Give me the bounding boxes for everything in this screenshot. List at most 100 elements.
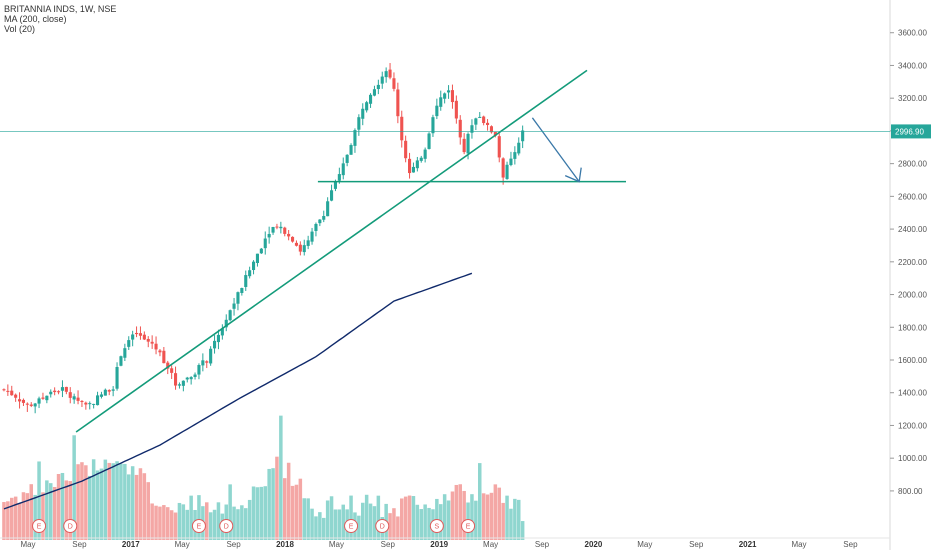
volume-bar: [177, 502, 182, 540]
volume-bar: [2, 502, 6, 540]
candle-body: [216, 334, 220, 343]
y-tick-label: 3400.00: [898, 61, 927, 70]
volume-bar: [400, 498, 404, 540]
candle-body: [248, 270, 252, 277]
event-marker: [461, 519, 476, 533]
volume-bar: [427, 507, 431, 540]
volume-bar: [185, 509, 189, 540]
candle-body: [493, 131, 497, 136]
y-tick-label: 1600.00: [898, 356, 927, 365]
volume-bar: [25, 493, 30, 540]
candle-body: [96, 395, 100, 406]
volume-bar: [52, 486, 57, 540]
volume-bar: [357, 515, 361, 540]
candle-body: [174, 373, 178, 386]
volume-bar: [134, 474, 139, 540]
candle-body: [330, 190, 334, 201]
volume-bar: [216, 502, 221, 540]
y-tick-label: 2600.00: [898, 192, 927, 201]
candle-body: [287, 233, 291, 237]
candle-body: [181, 380, 185, 386]
x-tick-label: May: [637, 540, 652, 549]
candle-body: [322, 215, 326, 220]
time-axis[interactable]: May Sep 2017 May Sep 2018 May Sep 2019 May Sep 2020…: [0, 537, 890, 549]
volume-bar: [497, 487, 501, 540]
x-tick-label: May: [175, 540, 190, 549]
event-marker: [191, 519, 206, 533]
candle-body: [501, 158, 505, 178]
event-marker: [375, 519, 390, 533]
volume-bar: [228, 484, 232, 540]
volume-bar: [415, 504, 420, 540]
volume-bar: [275, 456, 279, 540]
volume-bar: [189, 495, 193, 540]
y-tick-label: 1200.00: [898, 421, 927, 430]
candle-body: [470, 125, 474, 133]
y-tick-label: 2200.00: [898, 258, 927, 267]
volume-bar: [173, 512, 178, 540]
x-tick-label: Sep: [843, 540, 858, 549]
volume-bar: [169, 510, 174, 540]
volume-bar: [329, 496, 334, 540]
candle-body: [170, 368, 174, 373]
candle-body: [127, 340, 131, 347]
candle-body: [80, 400, 84, 402]
candle-body: [228, 310, 232, 321]
ma-indicator-label[interactable]: MA (200, close): [4, 14, 67, 24]
candle-body: [255, 253, 259, 264]
candle-body: [240, 288, 244, 294]
candle-body: [244, 275, 248, 287]
candle-body: [33, 403, 37, 407]
event-marker-label: D: [68, 524, 73, 531]
candle-body: [135, 332, 139, 335]
candle-body: [150, 341, 154, 344]
candle-body: [450, 90, 454, 103]
x-tick-label: 2017: [122, 540, 140, 549]
volume-bar: [37, 461, 41, 540]
volume-bar: [72, 435, 76, 540]
volume-bar: [283, 478, 287, 540]
volume-indicator-label[interactable]: Vol (20): [4, 24, 36, 34]
volume-bar: [91, 459, 96, 540]
candle-body: [443, 93, 447, 99]
candle-body: [25, 403, 29, 405]
volume-bar: [99, 468, 104, 540]
volume-bar: [407, 495, 412, 540]
symbol-title[interactable]: BRITANNIA INDS, 1W, NSE: [4, 4, 117, 14]
candle-body: [111, 389, 115, 391]
volume-bar: [501, 502, 505, 540]
candle-body: [252, 261, 256, 271]
volume-bar: [325, 500, 330, 540]
volume-bar: [520, 521, 525, 540]
ascending-trendline[interactable]: [75, 69, 588, 433]
candle-body: [267, 233, 271, 238]
projection-arrow[interactable]: [531, 117, 582, 183]
ma-200-line: [3, 272, 473, 510]
volume-bar: [103, 459, 108, 540]
event-marker: [344, 519, 359, 533]
volume-bar: [442, 494, 447, 540]
candle-body: [57, 391, 61, 393]
volume-bar: [474, 500, 478, 540]
volume-bar: [49, 483, 53, 540]
candle-body: [341, 163, 345, 176]
candle-body: [447, 90, 451, 93]
candle-body: [49, 391, 53, 395]
volume-bar: [33, 494, 37, 540]
candle-body: [408, 158, 412, 174]
volume-bar: [142, 473, 147, 540]
volume-bar: [255, 487, 260, 540]
volume-bar: [505, 495, 509, 540]
volume-bar: [244, 508, 248, 540]
candle-body: [21, 399, 25, 403]
candle-body: [513, 152, 517, 159]
candle-body: [486, 122, 490, 126]
price-axis[interactable]: 3600.003400.003200.003000.002800.002600.…: [890, 29, 931, 496]
volume-bar: [45, 480, 49, 540]
candle-body: [454, 100, 458, 119]
candle-body: [462, 138, 466, 153]
candle-body: [14, 394, 18, 398]
candle-body: [103, 389, 107, 396]
